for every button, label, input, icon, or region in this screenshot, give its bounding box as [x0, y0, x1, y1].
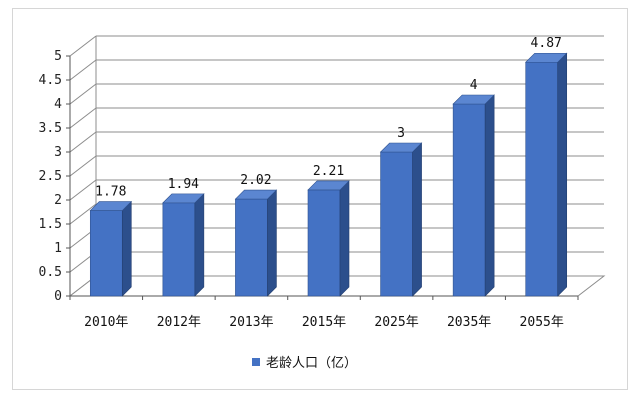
y-tick-label: 3.5: [39, 121, 62, 136]
bar-top: [307, 180, 350, 191]
bar-side: [121, 200, 132, 297]
bar-top: [452, 94, 495, 105]
legend-label: 老龄人口（亿）: [266, 356, 357, 371]
y-tick-label: 1: [54, 241, 62, 256]
legend-swatch: [252, 358, 260, 366]
side-gridline: [69, 59, 97, 81]
bar-top: [162, 193, 205, 204]
y-tick-label: 0.5: [39, 265, 62, 280]
bar: [452, 103, 486, 297]
bar-side: [412, 142, 422, 297]
y-tick-label: 3: [54, 145, 62, 160]
data-label: 2.02: [240, 173, 271, 188]
side-gridline: [69, 107, 97, 129]
bar: [89, 210, 123, 297]
x-tick-label: 2035年: [447, 315, 491, 330]
bar-side: [267, 189, 277, 297]
y-tick-label: 2.5: [39, 169, 62, 184]
bar: [525, 61, 559, 297]
side-gridline: [69, 179, 97, 201]
bar-top: [379, 142, 423, 153]
side-gridline: [69, 155, 97, 177]
bar: [307, 189, 341, 297]
x-tick-label: 2055年: [520, 315, 564, 330]
bar-side: [194, 193, 205, 297]
data-label: 1.78: [95, 185, 126, 200]
side-gridline: [69, 131, 97, 153]
data-label: 4: [470, 78, 478, 93]
y-tick-label: 4.5: [39, 73, 62, 88]
x-tick-label: 2012年: [157, 315, 201, 330]
bar-side: [557, 52, 568, 297]
bar-top: [524, 52, 568, 63]
data-label: 2.21: [313, 164, 344, 179]
bar: [162, 202, 196, 297]
y-tick-label: 0: [54, 289, 62, 304]
bar: [235, 198, 268, 297]
bar-side: [339, 180, 350, 297]
x-tick-label: 2025年: [374, 315, 418, 330]
x-tick-label: 2015年: [302, 315, 346, 330]
bar-side: [484, 94, 495, 297]
side-gridline: [69, 203, 97, 225]
y-tick-label: 2: [54, 193, 62, 208]
bar-top: [89, 201, 133, 211]
y-tick-label: 1.5: [39, 217, 62, 232]
data-label: 4.87: [531, 36, 562, 51]
side-gridline: [69, 83, 97, 105]
y-tick-label: 5: [54, 49, 62, 64]
side-gridline: [69, 35, 97, 57]
bar: [380, 151, 413, 297]
bar-top: [234, 189, 278, 200]
x-tick-label: 2010年: [84, 315, 128, 330]
x-tick-label: 2013年: [229, 315, 273, 330]
data-label: 3: [397, 126, 405, 141]
y-tick-label: 4: [54, 97, 62, 112]
data-label: 1.94: [168, 177, 199, 192]
